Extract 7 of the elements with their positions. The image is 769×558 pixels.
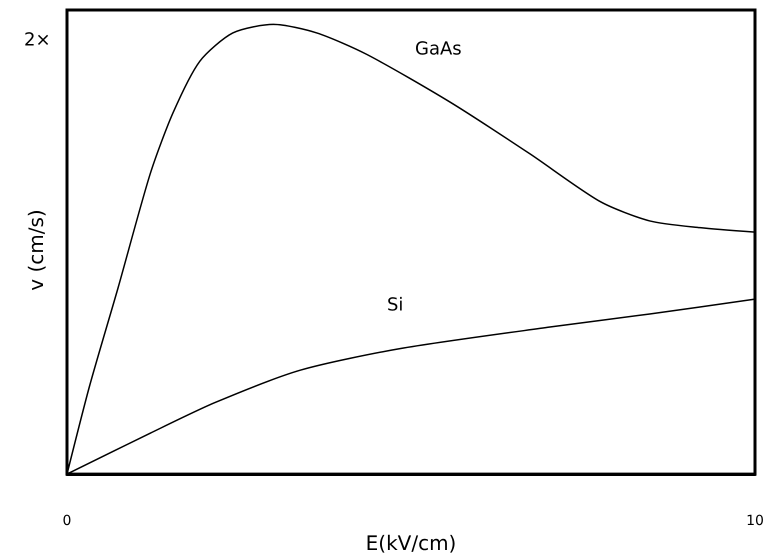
annotation: Si [387,294,404,316]
text: 2× [24,30,51,50]
y-axis-title: v (cm/s) [24,209,48,291]
annotation: GaAs [415,38,462,60]
x-axis-title: E(kV/cm) [366,531,456,555]
x-tick-label: 0 [62,513,72,530]
x-tick-label: 10 [746,513,764,530]
